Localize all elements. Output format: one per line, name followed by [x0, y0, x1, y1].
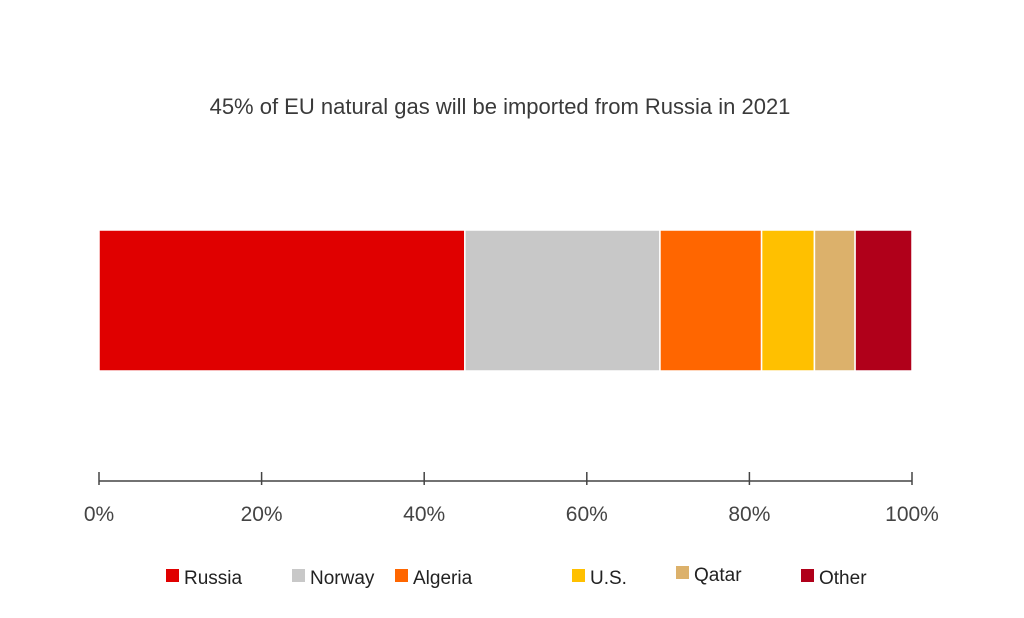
legend-swatch — [676, 566, 689, 579]
bar-segment-norway — [464, 229, 661, 372]
bar-segment-algeria — [659, 229, 763, 372]
x-tick-label: 0% — [84, 503, 114, 526]
bar-group — [98, 229, 913, 372]
x-tick-label: 80% — [728, 503, 770, 526]
legend-label: U.S. — [590, 568, 627, 589]
bar-segment-other — [854, 229, 913, 372]
legend-swatch — [292, 569, 305, 582]
legend-item-algeria: Algeria — [395, 568, 473, 589]
legend-label: Algeria — [413, 568, 473, 589]
x-tick-label: 60% — [566, 503, 608, 526]
legend-swatch — [572, 569, 585, 582]
legend-label: Russia — [184, 568, 243, 589]
legend-label: Other — [819, 568, 867, 589]
x-tick-label: 100% — [885, 503, 939, 526]
x-axis-ticks: 0% 20% 40% 60% 80% 100% — [84, 472, 939, 526]
x-tick-label: 40% — [403, 503, 445, 526]
legend-item-russia: Russia — [166, 568, 243, 589]
legend-swatch — [166, 569, 179, 582]
x-tick-label: 20% — [241, 503, 283, 526]
bar-segment-qatar — [813, 229, 856, 372]
legend-item-other: Other — [801, 568, 867, 589]
legend-swatch — [801, 569, 814, 582]
legend-item-u-s: U.S. — [572, 568, 627, 589]
bar-segment-u-s — [760, 229, 816, 372]
legend-item-norway: Norway — [292, 568, 375, 589]
legend: Russia Norway Algeria U.S. Qatar Other — [166, 565, 867, 589]
legend-label: Norway — [310, 568, 375, 589]
legend-label: Qatar — [694, 565, 742, 586]
legend-item-qatar: Qatar — [676, 565, 742, 586]
chart-title: 45% of EU natural gas will be imported f… — [210, 94, 791, 119]
bar-segment-russia — [98, 229, 466, 372]
legend-swatch — [395, 569, 408, 582]
